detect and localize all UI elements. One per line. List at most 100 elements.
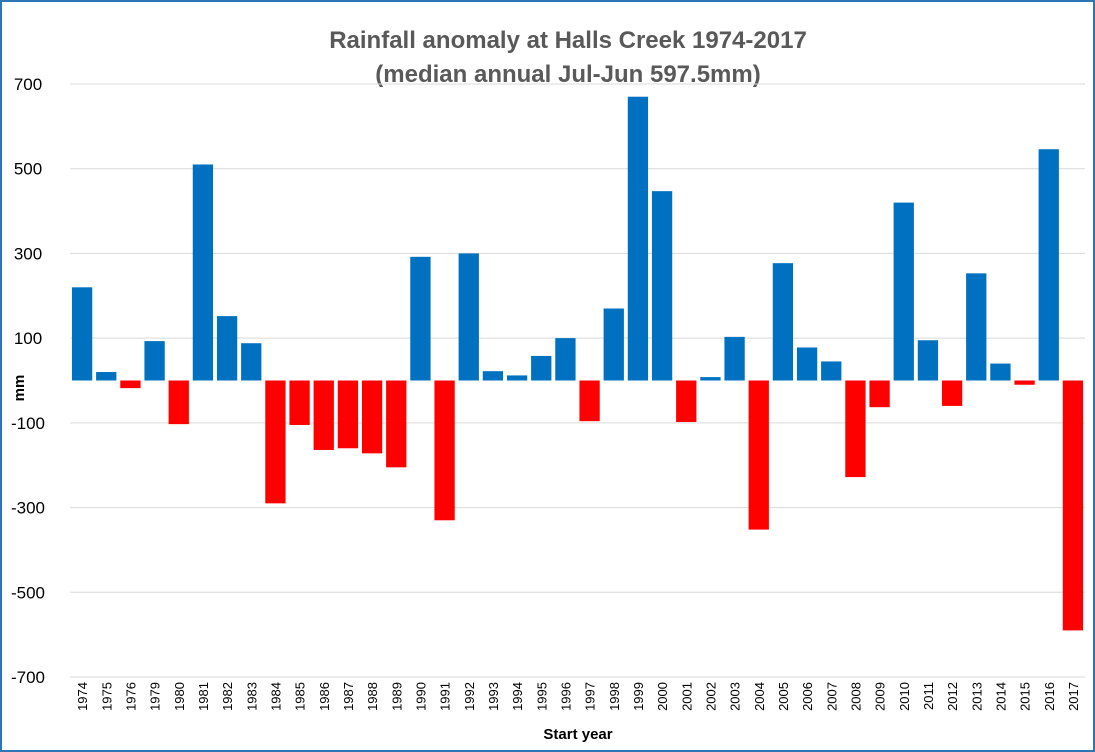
bar-1986 xyxy=(313,380,334,450)
x-tick-label: 2005 xyxy=(776,682,791,711)
x-tick-label: 1985 xyxy=(293,682,308,711)
bar-1990 xyxy=(410,256,431,381)
bar-1989 xyxy=(386,380,407,468)
y-axis-ticks: 700 500 300 100 -100 -300 -500 -700 xyxy=(11,75,45,687)
x-tick-label: 1994 xyxy=(510,682,525,711)
x-tick-label: 2017 xyxy=(1066,682,1081,711)
x-tick-label: 1982 xyxy=(220,682,235,711)
x-tick-label: 2016 xyxy=(1042,682,1057,711)
y-tick-label: -100 xyxy=(11,414,45,433)
bar-2014 xyxy=(990,363,1011,381)
bar-1981 xyxy=(192,164,214,381)
bar-2011 xyxy=(917,340,939,381)
x-tick-label: 1979 xyxy=(148,682,163,711)
x-tick-label: 2014 xyxy=(993,682,1008,711)
x-axis-ticks: 1974 1975 1976 1979 1980 1981 1982 1983 1984 1985… xyxy=(75,682,1081,711)
bar-2006 xyxy=(796,347,818,381)
bar-1991 xyxy=(434,380,455,521)
x-tick-label: 1983 xyxy=(244,682,259,711)
bar-2010 xyxy=(893,202,914,381)
y-axis-label: mm xyxy=(11,375,28,402)
x-tick-label: 2007 xyxy=(824,682,839,711)
bar-1988 xyxy=(361,380,383,454)
x-tick-label: 1984 xyxy=(268,682,283,711)
bar-2013 xyxy=(966,273,987,381)
bar-1999 xyxy=(627,96,649,381)
x-tick-label: 2006 xyxy=(800,682,815,711)
bar-2001 xyxy=(676,380,697,423)
bar-1985 xyxy=(289,380,310,425)
bar-1979 xyxy=(144,341,165,381)
x-tick-label: 2002 xyxy=(703,682,718,711)
x-tick-label: 1986 xyxy=(317,682,332,711)
bar-1995 xyxy=(531,355,552,381)
bar-1980 xyxy=(168,380,189,425)
x-tick-label: 2000 xyxy=(655,682,670,711)
x-tick-label: 1997 xyxy=(583,682,598,711)
x-tick-label: 2008 xyxy=(848,682,863,711)
x-tick-label: 1980 xyxy=(172,682,187,711)
y-tick-label: -500 xyxy=(11,583,45,602)
bar-1994 xyxy=(506,375,528,381)
bar-1984 xyxy=(265,380,286,504)
x-tick-label: 1989 xyxy=(389,682,404,711)
y-tick-label: -700 xyxy=(11,668,45,687)
chart-title: Rainfall anomaly at Halls Creek 1974-201… xyxy=(329,27,807,54)
bar-2012 xyxy=(941,380,963,406)
bar-1987 xyxy=(337,380,359,449)
x-tick-label: 1991 xyxy=(438,682,453,711)
x-tick-label: 1974 xyxy=(75,682,90,711)
x-tick-label: 2011 xyxy=(921,682,936,710)
bar-2007 xyxy=(821,361,842,381)
y-tick-label: 100 xyxy=(14,329,42,348)
y-tick-label: 700 xyxy=(14,75,42,94)
bar-2017 xyxy=(1062,380,1084,631)
bar-2008 xyxy=(845,380,866,478)
x-tick-label: 2015 xyxy=(1018,682,1033,711)
y-tick-label: 300 xyxy=(14,244,42,263)
x-tick-label: 2010 xyxy=(897,682,912,711)
x-tick-label: 1990 xyxy=(413,682,428,711)
bar-1982 xyxy=(216,316,238,381)
bar-1993 xyxy=(482,371,504,381)
x-tick-label: 2001 xyxy=(679,682,694,711)
bar-1975 xyxy=(96,372,117,381)
x-axis-label: Start year xyxy=(543,726,612,743)
x-tick-label: 1996 xyxy=(558,682,573,711)
gridlines xyxy=(70,83,1085,678)
y-tick-label: 500 xyxy=(14,160,42,179)
bar-1976 xyxy=(120,380,141,389)
x-tick-label: 2013 xyxy=(969,682,984,711)
x-tick-label: 1995 xyxy=(534,682,549,711)
x-tick-label: 2004 xyxy=(752,682,767,711)
bars xyxy=(71,96,1084,631)
bar-2002 xyxy=(700,377,721,381)
x-tick-label: 1988 xyxy=(365,682,380,711)
bar-1974 xyxy=(71,287,93,381)
bar-1998 xyxy=(603,308,624,381)
bar-1983 xyxy=(241,343,262,381)
y-tick-label: -300 xyxy=(11,499,45,518)
bar-2015 xyxy=(1014,380,1035,385)
x-tick-label: 1987 xyxy=(341,682,356,711)
x-tick-label: 2009 xyxy=(873,682,888,711)
bar-2003 xyxy=(724,336,745,381)
x-tick-label: 1993 xyxy=(486,682,501,711)
bar-1996 xyxy=(555,338,576,381)
x-tick-label: 1999 xyxy=(631,682,646,711)
bar-2016 xyxy=(1038,149,1059,381)
bar-1992 xyxy=(458,253,479,381)
x-tick-label: 1992 xyxy=(462,682,477,711)
x-tick-label: 1998 xyxy=(607,682,622,711)
x-tick-label: 2003 xyxy=(728,682,743,711)
x-tick-label: 1981 xyxy=(196,682,211,711)
bar-2004 xyxy=(748,380,769,530)
bar-2000 xyxy=(651,191,673,381)
bar-2005 xyxy=(772,263,794,381)
bar-2009 xyxy=(869,380,890,408)
x-tick-label: 1975 xyxy=(99,682,114,711)
x-tick-label: 2012 xyxy=(945,682,960,711)
x-tick-label: 1976 xyxy=(123,682,138,711)
bar-1997 xyxy=(579,380,600,422)
